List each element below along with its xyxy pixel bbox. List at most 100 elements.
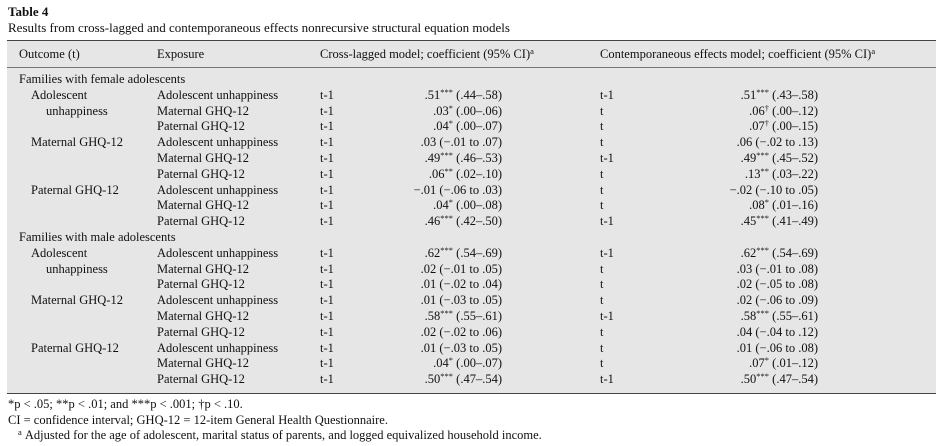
contemporaneous-ci: (−.01 to .08) (755, 261, 818, 276)
cross-lagged-significance: *** (440, 244, 454, 255)
cross-lagged-significance: ** (444, 165, 454, 176)
exposure-cell: Maternal GHQ-12 (157, 198, 249, 213)
table-row: Paternal GHQ-12 t-1.46*** (.42–.50) t-1.45… (7, 214, 936, 230)
contemporaneous-estimate: .02 (736, 293, 753, 308)
contemporaneous-ci: (.54–.69) (772, 245, 818, 260)
outcome-cell: unhappiness (46, 103, 108, 118)
cross-lagged-value: .62*** (.54–.69) (425, 246, 502, 262)
outcome-cell: Adolescent (31, 245, 88, 260)
outcome-cell: unhappiness (46, 261, 108, 276)
cross-lagged-estimate: .46 (424, 214, 441, 229)
cross-lagged-value: .04* (.00–.07) (433, 119, 502, 135)
contemporaneous-ci: (−.02 to .13) (755, 135, 818, 150)
cross-lagged-ci: (−.03 to .05) (439, 340, 502, 355)
contemporaneous-ci: (.03–.22) (772, 166, 818, 181)
cross-lagged-time: t-1 (320, 293, 334, 308)
contemporaneous-significance: ** (760, 165, 770, 176)
cross-lagged-time: t-1 (320, 261, 334, 276)
cross-lagged-time: t-1 (320, 198, 334, 213)
results-table: Outcome (t) Exposure Cross-lagged model;… (7, 40, 936, 394)
contemporaneous-time: t-1 (600, 151, 614, 165)
cross-lagged-significance: * (448, 118, 454, 129)
cross-lagged-ci: (−.02 to .04) (439, 277, 502, 292)
footnote-a-text: Adjusted for the age of adolescent, mari… (24, 428, 542, 442)
contemporaneous-value: .51*** (.43–.58) (741, 88, 818, 104)
contemporaneous-time: t (600, 103, 604, 118)
contemporaneous-time: t (600, 356, 604, 371)
cross-lagged-value: .01 (−.03 to .05) (421, 341, 502, 357)
exposure-cell: Maternal GHQ-12 (157, 103, 249, 118)
contemporaneous-estimate: .03 (736, 261, 753, 276)
table-row: Paternal GHQ-12 t-1 .02 (−.02 to .06) t .04 … (7, 325, 936, 341)
cross-lagged-value: .03 (−.01 to .07) (421, 135, 502, 151)
outcome-cell: Paternal GHQ-12 (31, 340, 119, 355)
exposure-cell: Paternal GHQ-12 (157, 372, 245, 387)
cross-lagged-estimate: −.01 (413, 182, 437, 197)
cross-lagged-time: t-1 (320, 309, 334, 323)
contemporaneous-time: t (600, 119, 604, 134)
table-row: Adolescent Adolescent unhappiness t-1.62**… (7, 246, 936, 262)
cross-lagged-estimate: .51 (424, 87, 441, 102)
contemporaneous-estimate: .06 (749, 103, 765, 118)
contemporaneous-time: t-1 (600, 87, 614, 102)
contemporaneous-time: t-1 (600, 214, 614, 229)
contemporaneous-value: .07† (.00–.15) (749, 119, 818, 135)
contemporaneous-significance: *** (756, 213, 770, 224)
contemporaneous-ci: (−.10 to .05) (755, 182, 818, 197)
cross-lagged-ci: (−.02 to .06) (439, 324, 502, 339)
table-row: Adolescent Adolescent unhappiness t-1.51**… (7, 88, 936, 104)
contemporaneous-significance: † (764, 118, 770, 129)
cross-lagged-estimate: .06 (428, 166, 445, 181)
cross-lagged-estimate: .04 (433, 356, 449, 371)
contemporaneous-ci: (.43–.58) (772, 87, 818, 102)
cross-lagged-estimate: .02 (420, 261, 437, 276)
contemporaneous-significance: *** (756, 150, 770, 160)
table-row: Paternal GHQ-12 t-1 .04* (.00–.07) t .07† (.… (7, 119, 936, 135)
cross-lagged-value: .02 (−.02 to .06) (421, 325, 502, 341)
contemporaneous-significance: * (764, 197, 770, 208)
contemporaneous-significance: *** (756, 244, 770, 255)
table-row: Maternal GHQ-12 t-1 .04* (.00–.08) t .08* (.… (7, 198, 936, 214)
cross-lagged-time: t-1 (320, 324, 334, 339)
contemporaneous-time: t (600, 166, 604, 181)
contemporaneous-value: .02 (−.06 to .09) (737, 293, 818, 309)
cross-lagged-ci: (.00–.07) (456, 119, 502, 134)
contemporaneous-time: t (600, 198, 604, 213)
contemporaneous-estimate: .45 (740, 214, 757, 229)
contemporaneous-estimate: .04 (736, 324, 753, 339)
table-row: Paternal GHQ-12 Adolescent unhappiness t-1… (7, 341, 936, 357)
cross-lagged-estimate: .03 (433, 103, 449, 118)
exposure-cell: Paternal GHQ-12 (157, 277, 245, 292)
contemporaneous-value: .45*** (.41–.49) (741, 214, 818, 230)
contemporaneous-value: .13** (.03–.22) (745, 167, 818, 183)
cross-lagged-ci: (.02–.10) (456, 166, 502, 181)
table-caption: Results from cross-lagged and contempora… (8, 20, 510, 35)
cross-lagged-ci: (.54–.69) (456, 245, 502, 260)
cross-lagged-ci: (.00–.08) (456, 198, 502, 213)
contemporaneous-estimate: .08 (749, 198, 765, 213)
cross-lagged-ci: (.00–.07) (456, 356, 502, 371)
contemporaneous-ci: (.55–.61) (772, 309, 818, 323)
cross-lagged-estimate: .49 (424, 151, 441, 165)
contemporaneous-ci: (.00–.15) (772, 119, 818, 134)
contemporaneous-estimate: .07 (749, 119, 765, 134)
cross-lagged-value: .51*** (.44–.58) (425, 88, 502, 104)
contemporaneous-time: t (600, 293, 604, 308)
cross-lagged-significance: *** (440, 308, 454, 318)
contemporaneous-ci: (−.06 to .09) (755, 293, 818, 308)
contemporaneous-estimate: .02 (736, 277, 753, 292)
cross-lagged-value: .04* (.00–.08) (433, 198, 502, 214)
exposure-cell: Maternal GHQ-12 (157, 151, 249, 165)
outcome-cell: Paternal GHQ-12 (31, 182, 119, 197)
contemporaneous-estimate: .49 (740, 151, 757, 165)
cross-lagged-ci: (−.03 to .05) (439, 293, 502, 308)
cross-lagged-ci: (−.06 to .03) (439, 182, 502, 197)
cross-lagged-time: t-1 (320, 182, 334, 197)
contemporaneous-value: .07* (.01–.12) (749, 356, 818, 372)
contemporaneous-estimate: −.02 (729, 182, 753, 197)
exposure-cell: Adolescent unhappiness (157, 340, 279, 355)
contemporaneous-ci: (.01–.12) (772, 356, 818, 371)
contemporaneous-time: t (600, 182, 604, 197)
cross-lagged-significance: * (448, 102, 454, 113)
